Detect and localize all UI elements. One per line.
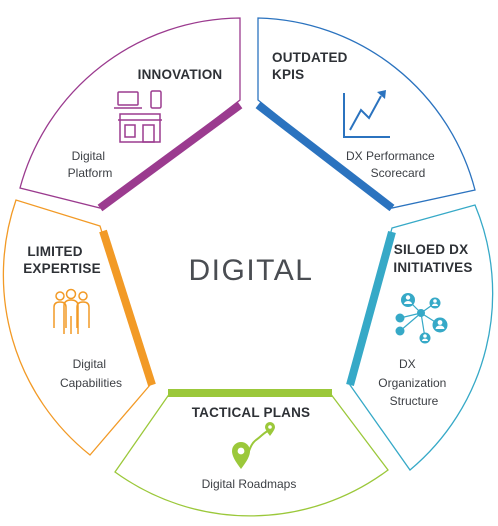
heading-line: INNOVATION: [138, 67, 223, 82]
segment-outdated-kpis: OUTDATED KPIS DX Performance Scorecard: [255, 17, 476, 212]
heading-line: SILOED DX: [394, 242, 469, 257]
subtext-line: Capabilities: [60, 376, 122, 390]
heading-line: TACTICAL PLANS: [192, 405, 311, 420]
subtext-line: Structure: [390, 394, 439, 408]
subtext-line: Platform: [68, 166, 113, 180]
segment-innovation: INNOVATION Digital Platform: [19, 17, 243, 212]
segment-limited-expertise: LIMITED EXPERTISE Digital Capabilities: [2, 199, 156, 456]
heading-line: EXPERTISE: [23, 261, 101, 276]
segment-siloed-dx-accent: [346, 230, 396, 387]
segment-siloed-dx-subtext: DX Organization Structure: [378, 357, 449, 408]
segment-outdated-kpis-subtext: DX Performance Scorecard: [346, 149, 438, 180]
people-network-icon: [395, 293, 448, 344]
center-label: DIGITAL: [189, 254, 314, 287]
subtext-line: Digital Roadmaps: [202, 477, 297, 491]
subtext-line: DX Performance: [346, 149, 435, 163]
trend-chart-icon: [343, 90, 390, 138]
segment-limited-expertise-heading: LIMITED EXPERTISE: [23, 244, 101, 276]
segment-outdated-kpis-heading: OUTDATED KPIS: [272, 50, 352, 82]
heading-line: KPIS: [272, 67, 304, 82]
subtext-line: Digital: [73, 357, 106, 371]
subtext-line: DX: [399, 357, 416, 371]
segment-tactical-plans: TACTICAL PLANS Digital Roadmaps: [114, 389, 389, 517]
segment-limited-expertise-subtext: Digital Capabilities: [60, 357, 122, 390]
segment-outdated-kpis-accent: [255, 101, 395, 212]
segment-limited-expertise-accent: [99, 229, 156, 387]
segment-siloed-dx: SILOED DX INITIATIVES: [346, 204, 494, 471]
subtext-line: Organization: [378, 376, 446, 390]
heading-line: LIMITED: [27, 244, 82, 259]
heading-line: OUTDATED: [272, 50, 348, 65]
segment-innovation-accent: [97, 101, 243, 212]
segment-tactical-plans-subtext: Digital Roadmaps: [202, 477, 297, 491]
segment-siloed-dx-heading: SILOED DX INITIATIVES: [393, 242, 472, 275]
segment-innovation-subtext: Digital Platform: [68, 149, 113, 180]
people-group-icon: [53, 288, 90, 334]
route-pin-icon: [232, 422, 275, 469]
segment-innovation-heading: INNOVATION: [138, 67, 223, 82]
segment-innovation-outline: [19, 17, 241, 209]
segment-outdated-kpis-outline: [257, 17, 476, 209]
heading-line: INITIATIVES: [393, 260, 472, 275]
subtext-line: Digital: [72, 149, 105, 163]
subtext-line: Scorecard: [371, 166, 426, 180]
segment-tactical-plans-outline: [114, 392, 389, 517]
segment-tactical-plans-heading: TACTICAL PLANS: [192, 405, 311, 420]
devices-store-icon: [114, 90, 162, 143]
